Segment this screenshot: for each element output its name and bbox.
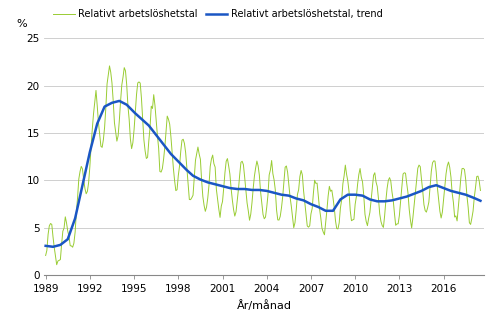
Relativt arbetslöshetstal bbox=[433, 170, 439, 174]
Line: Relativt arbetslöshetstal: Relativt arbetslöshetstal bbox=[45, 66, 481, 265]
Relativt arbetslöshetstal bbox=[77, 170, 83, 173]
Relativt arbetslöshetstal bbox=[54, 263, 60, 267]
Relativt arbetslöshetstal, trend bbox=[117, 99, 123, 103]
Relativt arbetslöshetstal, trend bbox=[50, 245, 56, 249]
Relativt arbetslöshetstal, trend bbox=[77, 194, 83, 198]
Relativt arbetslöshetstal, trend bbox=[285, 194, 290, 197]
Legend: Relativt arbetslöshetstal, Relativt arbetslöshetstal, trend: Relativt arbetslöshetstal, Relativt arbe… bbox=[49, 5, 387, 23]
Relativt arbetslöshetstal bbox=[285, 170, 290, 174]
Relativt arbetslöshetstal, trend bbox=[146, 124, 152, 127]
Relativt arbetslöshetstal bbox=[146, 139, 152, 143]
Relativt arbetslöshetstal, trend bbox=[42, 244, 48, 248]
Line: Relativt arbetslöshetstal, trend: Relativt arbetslöshetstal, trend bbox=[45, 101, 481, 247]
Relativt arbetslöshetstal bbox=[42, 253, 48, 257]
Relativt arbetslöshetstal, trend bbox=[433, 183, 439, 187]
Relativt arbetslöshetstal, trend bbox=[257, 188, 263, 192]
Text: %: % bbox=[16, 19, 27, 29]
Relativt arbetslöshetstal bbox=[115, 134, 121, 138]
Relativt arbetslöshetstal bbox=[257, 190, 263, 194]
Relativt arbetslöshetstal, trend bbox=[478, 199, 484, 203]
X-axis label: År/månad: År/månad bbox=[237, 300, 292, 311]
Relativt arbetslöshetstal bbox=[107, 64, 113, 68]
Relativt arbetslöshetstal, trend bbox=[114, 100, 120, 103]
Relativt arbetslöshetstal bbox=[478, 188, 484, 192]
